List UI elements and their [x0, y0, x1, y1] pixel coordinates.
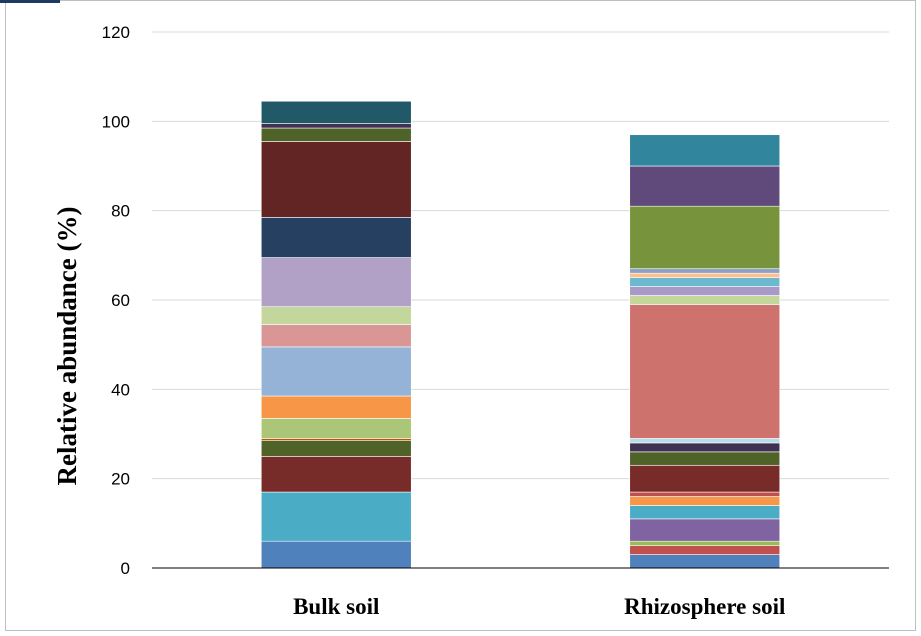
y-tick-label: 20: [111, 470, 130, 489]
bar-segment: [260, 217, 412, 258]
bar-segment: [260, 141, 412, 218]
bar-segment: [629, 272, 781, 278]
y-tick-label: 100: [102, 112, 130, 131]
bar-segment: [629, 165, 781, 207]
bar-segment: [260, 127, 412, 142]
bar-segment: [629, 491, 781, 497]
x-axis-categories: Bulk soil Rhizosphere soil: [293, 594, 785, 619]
bar-segment: [629, 518, 781, 542]
x-category-label: Rhizosphere soil: [624, 594, 785, 619]
chart-border: [5, 0, 916, 631]
bar-segment: [260, 306, 412, 325]
bars: [260, 100, 781, 569]
bar-segment: [260, 438, 412, 442]
bar-segment: [260, 440, 412, 457]
bar-segment: [629, 268, 781, 274]
bar-segment: [260, 491, 412, 542]
y-axis-title: Relative abundance (%): [52, 207, 82, 486]
x-category-label: Bulk soil: [293, 594, 379, 619]
y-tick-label: 60: [111, 291, 130, 310]
bar-segment: [260, 540, 412, 569]
bar-segment: [260, 456, 412, 493]
bar-segment: [629, 295, 781, 305]
y-tick-label: 120: [102, 23, 130, 42]
bar-segment: [629, 277, 781, 287]
corner-accent: [0, 0, 60, 3]
bar-segment: [629, 464, 781, 493]
bar-stack: [260, 100, 412, 569]
bar-segment: [260, 395, 412, 419]
bar-segment: [629, 545, 781, 555]
bar-segment: [629, 554, 781, 569]
bar-segment: [629, 304, 781, 439]
y-axis-ticks: 0 20 40 60 80 100 120: [102, 23, 130, 578]
bar-segment: [629, 442, 781, 453]
bar-segment: [629, 451, 781, 466]
bar-segment: [629, 505, 781, 520]
bar-segment: [260, 123, 412, 129]
bar-segment: [629, 540, 781, 546]
bar-segment: [629, 496, 781, 506]
bar-stack: [629, 134, 781, 569]
bar-segment: [629, 205, 781, 270]
bar-segment: [629, 286, 781, 296]
bar-segment: [260, 418, 412, 439]
bar-segment: [260, 257, 412, 308]
bar-segment: [260, 324, 412, 348]
bar-segment: [629, 134, 781, 167]
bar-segment: [260, 100, 412, 124]
y-tick-label: 0: [121, 559, 130, 578]
bar-segment: [629, 438, 781, 444]
y-tick-label: 80: [111, 202, 130, 221]
bar-segment: [260, 346, 412, 397]
y-tick-label: 40: [111, 380, 130, 399]
